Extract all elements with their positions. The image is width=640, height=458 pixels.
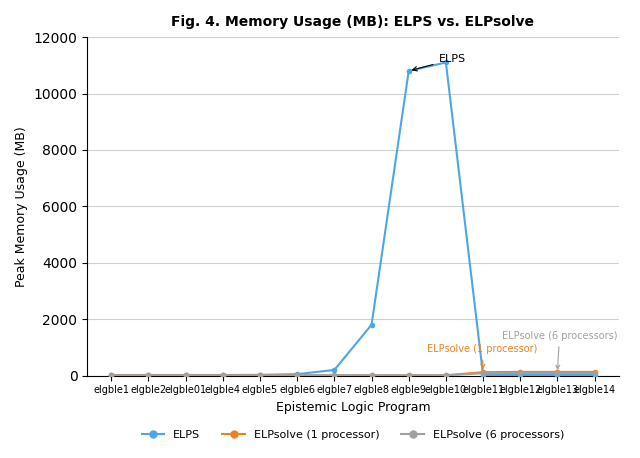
Text: ELPS: ELPS — [413, 55, 465, 71]
Legend: ELPS, ELPsolve (1 processor), ELPsolve (6 processors): ELPS, ELPsolve (1 processor), ELPsolve (… — [138, 425, 568, 444]
Text: ELPsolve (6 processors): ELPsolve (6 processors) — [502, 331, 617, 369]
X-axis label: Epistemic Logic Program: Epistemic Logic Program — [276, 401, 430, 414]
Text: ELPsolve (1 processor): ELPsolve (1 processor) — [428, 344, 538, 368]
Y-axis label: Peak Memory Usage (MB): Peak Memory Usage (MB) — [15, 126, 28, 287]
Title: Fig. 4. Memory Usage (MB): ELPS vs. ELPsolve: Fig. 4. Memory Usage (MB): ELPS vs. ELPs… — [172, 15, 534, 29]
